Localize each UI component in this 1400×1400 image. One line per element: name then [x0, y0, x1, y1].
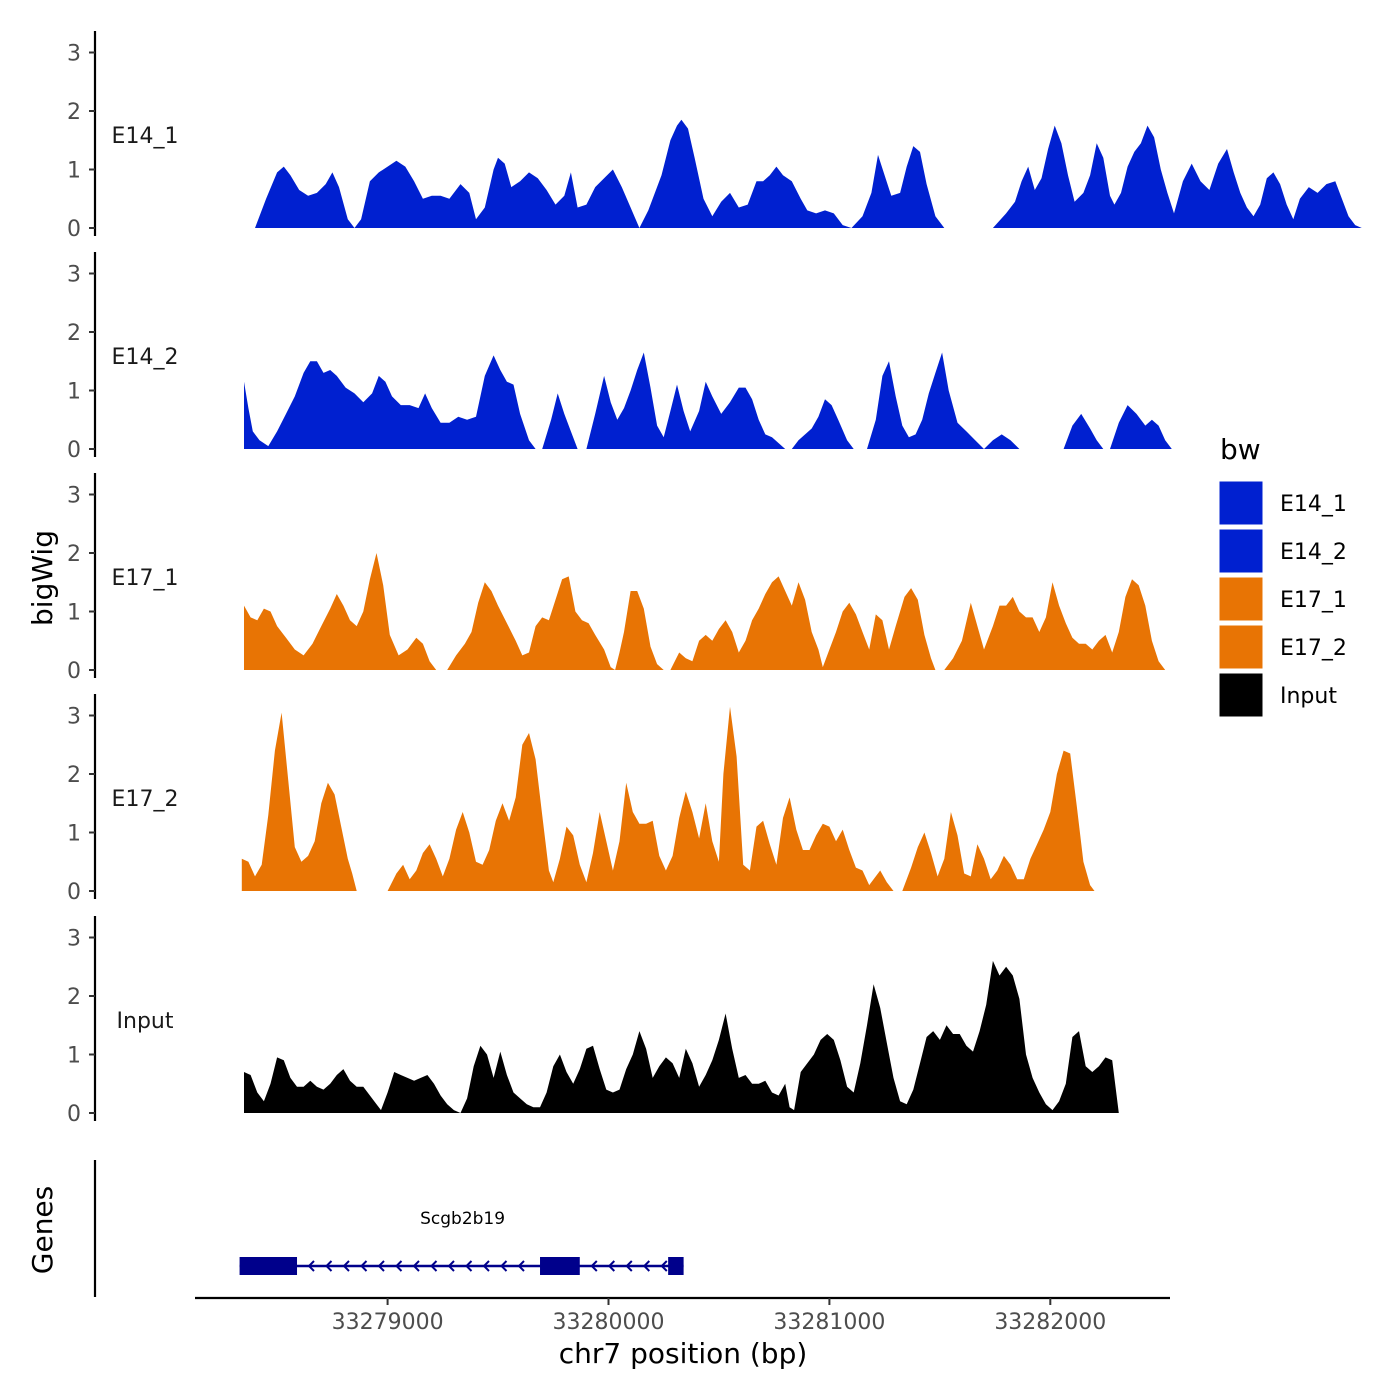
coverage-area-E17_1-2 [447, 576, 664, 670]
coverage-area-E14_1-2 [992, 125, 1362, 228]
gene-exon-1 [239, 1257, 298, 1275]
gene-track: Scgb2b19 [93, 1160, 684, 1297]
gene-name-label: Scgb2b19 [420, 1209, 505, 1229]
coverage-area-E14_2-7 [1110, 405, 1172, 449]
coverage-area-E17_1-1 [244, 553, 437, 670]
legend-title: bw [1220, 433, 1261, 466]
y-tick-label-Input-3: 3 [67, 927, 81, 952]
strand-arrow [625, 1260, 633, 1272]
track-label-E14_1: E14_1 [112, 124, 179, 149]
coverage-area-Input-1 [244, 960, 1119, 1113]
x-axis-title: chr7 position (bp) [559, 1337, 808, 1370]
x-tick-label-33279000: 33279000 [332, 1310, 444, 1335]
coverage-area-E17_1-4 [944, 579, 1166, 670]
y-tick-label-E14_2-1: 1 [67, 380, 81, 405]
y-tick-label-E14_2-0: 0 [67, 438, 81, 463]
legend-label-E17_2: E17_2 [1280, 636, 1347, 661]
strand-arrow [342, 1260, 350, 1272]
y-tick-label-E17_2-2: 2 [67, 763, 81, 788]
track-label-E14_2: E14_2 [112, 345, 179, 370]
y-tick-label-E17_1-1: 1 [67, 601, 81, 626]
strand-arrow [430, 1260, 438, 1272]
legend-swatch-E17_1 [1218, 576, 1264, 622]
track-E17_1: 0 1 2 3 E17_1 [67, 473, 1166, 684]
legend-label-E14_1: E14_1 [1280, 492, 1347, 517]
coverage-area-E17_2-2 [387, 706, 894, 891]
track-label-E17_1: E17_1 [112, 566, 179, 591]
x-axis: 33279000 33280000 33281000 33282000 [195, 1296, 1170, 1335]
strand-arrow [607, 1260, 616, 1272]
strand-arrow [590, 1260, 598, 1272]
coverage-area-E17_2-3 [902, 750, 1095, 891]
y-tick-label-E17_1-0: 0 [67, 659, 81, 684]
strand-arrow [482, 1260, 490, 1272]
x-tick-label-33282000: 33282000 [994, 1310, 1106, 1335]
legend-label-Input: Input [1280, 684, 1337, 709]
strand-arrow [642, 1260, 651, 1272]
track-E14_2: 0 1 2 3 E14_2 [67, 252, 1172, 463]
strand-arrow [377, 1260, 385, 1272]
gene-exon-2 [540, 1257, 580, 1275]
track-label-Input: Input [117, 1009, 174, 1034]
gene-exon-3 [668, 1257, 684, 1275]
coverage-area-E14_2-6 [1063, 413, 1104, 449]
coverage-area-E14_2-2 [542, 393, 578, 449]
genes-track-title: Genes [26, 1186, 59, 1274]
y-tick-label-E14_2-2: 2 [67, 321, 81, 346]
y-axis-title: bigWig [26, 530, 59, 626]
strand-arrow [307, 1260, 315, 1272]
coverage-area-E14_2-4 [791, 399, 854, 449]
coverage-area-E14_1-1 [255, 119, 945, 228]
y-tick-label-E17_2-0: 0 [67, 880, 81, 905]
coverage-tracks: 0 1 2 3 E14_1 0 1 2 3 E14_2 0 1 2 3 E17_1 0 1 2 3 E17_2 0 1 2 3… [67, 31, 1362, 1127]
legend-swatch-E17_2 [1218, 624, 1264, 670]
strand-arrow [360, 1260, 368, 1272]
legend-label-E17_1: E17_1 [1280, 588, 1347, 613]
y-tick-label-E14_2-3: 3 [67, 263, 81, 288]
y-tick-label-E14_1-2: 2 [67, 100, 81, 125]
y-tick-label-E17_1-3: 3 [67, 484, 81, 509]
legend: bw E14_1 E14_2 E17_1 E17_2 Input [1218, 433, 1347, 718]
coverage-area-E17_1-3 [670, 576, 936, 670]
coverage-area-E14_2-3 [586, 352, 786, 449]
y-tick-label-Input-2: 2 [67, 985, 81, 1010]
y-tick-label-E14_1-3: 3 [67, 42, 81, 67]
strand-arrow [447, 1260, 455, 1272]
strand-arrow [465, 1260, 473, 1272]
strand-arrow [412, 1260, 420, 1272]
track-E17_2: 0 1 2 3 E17_2 [67, 694, 1095, 905]
strand-arrow [660, 1260, 668, 1272]
y-tick-label-Input-1: 1 [67, 1044, 81, 1069]
track-label-E17_2: E17_2 [112, 787, 179, 812]
y-tick-label-E14_1-1: 1 [67, 159, 81, 184]
y-tick-label-Input-0: 0 [67, 1102, 81, 1127]
legend-label-E14_2: E14_2 [1280, 540, 1347, 565]
strand-arrow [517, 1260, 525, 1272]
coverage-area-E17_2-1 [241, 712, 357, 891]
track-Input: 0 1 2 3 Input [67, 916, 1119, 1127]
strand-arrow [325, 1260, 333, 1272]
coverage-area-E14_2-1 [244, 355, 536, 449]
legend-swatch-E14_1 [1218, 480, 1264, 526]
legend-swatch-E14_2 [1218, 528, 1264, 574]
y-tick-label-E17_2-3: 3 [67, 705, 81, 730]
y-tick-label-E17_2-1: 1 [67, 822, 81, 847]
strand-arrow [395, 1260, 403, 1272]
strand-arrow [500, 1260, 508, 1272]
y-tick-label-E14_1-0: 0 [67, 217, 81, 242]
x-tick-label-33281000: 33281000 [773, 1310, 885, 1335]
x-tick-label-33280000: 33280000 [553, 1310, 665, 1335]
y-tick-label-E17_1-2: 2 [67, 542, 81, 567]
coverage-area-E14_2-5 [867, 352, 1020, 449]
track-E14_1: 0 1 2 3 E14_1 [67, 31, 1362, 242]
legend-swatch-Input [1218, 672, 1264, 718]
